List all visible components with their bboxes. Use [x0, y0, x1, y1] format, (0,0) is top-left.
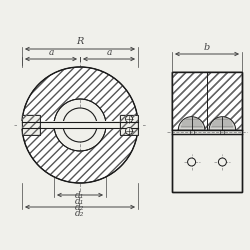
Text: b: b	[204, 42, 210, 51]
Bar	[172, 72, 242, 130]
Circle shape	[126, 116, 132, 122]
Wedge shape	[178, 117, 205, 130]
Circle shape	[63, 108, 97, 142]
Circle shape	[218, 158, 226, 166]
Text: a: a	[106, 48, 112, 57]
Circle shape	[188, 158, 196, 166]
Wedge shape	[209, 117, 236, 130]
Bar	[172, 72, 242, 130]
Bar	[17, 121, 143, 125]
Circle shape	[20, 65, 140, 185]
Text: R: R	[76, 38, 84, 46]
Bar	[172, 72, 242, 130]
Bar	[172, 72, 242, 192]
Circle shape	[126, 128, 132, 134]
Text: d₂: d₂	[75, 202, 85, 211]
Bar	[22, 115, 40, 135]
Polygon shape	[22, 67, 138, 125]
Text: d₂: d₂	[75, 210, 85, 218]
Text: a: a	[48, 48, 54, 57]
Bar	[172, 130, 242, 134]
Bar	[172, 72, 242, 192]
Bar	[17, 125, 143, 129]
Text: d₁: d₁	[75, 190, 85, 200]
Text: d₁: d₁	[75, 198, 85, 206]
Bar	[120, 115, 138, 135]
Polygon shape	[22, 125, 138, 183]
